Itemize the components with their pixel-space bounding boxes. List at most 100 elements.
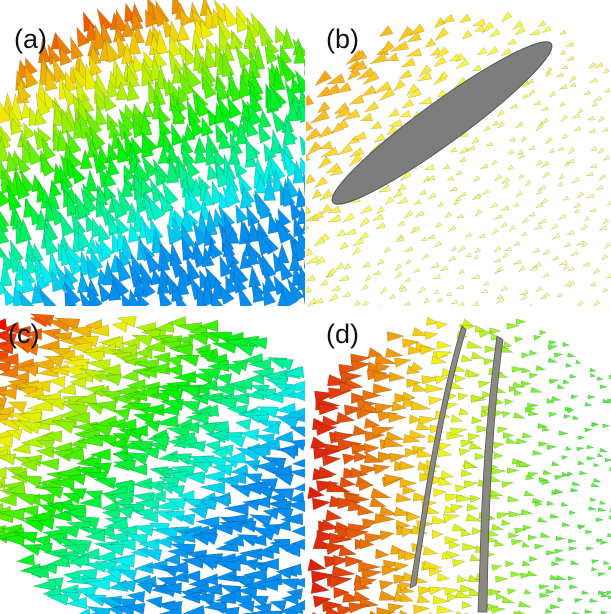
vector-glyph [276, 242, 290, 264]
vector-glyph [541, 479, 551, 486]
vector-glyph [588, 506, 597, 511]
vector-glyph [158, 476, 181, 489]
vector-glyph [141, 176, 154, 196]
vector-glyph [6, 184, 22, 212]
vector-glyph [521, 560, 532, 567]
vector-glyph [283, 365, 305, 379]
vector-glyph [216, 606, 240, 614]
vector-glyph [302, 171, 305, 197]
vector-glyph [545, 588, 556, 595]
vector-glyph [493, 452, 504, 460]
vector-glyph [171, 122, 185, 147]
vector-glyph [528, 265, 538, 271]
vector-glyph [425, 37, 437, 48]
vector-glyph [535, 124, 543, 132]
vector-glyph [303, 257, 305, 269]
vector-glyph [494, 213, 503, 220]
vector-glyph [571, 481, 581, 486]
vector-glyph [555, 574, 566, 580]
vector-glyph [369, 610, 377, 614]
vector-glyph [219, 521, 244, 534]
vector-glyph [258, 20, 274, 47]
vector-glyph [300, 281, 305, 306]
vector-glyph [136, 582, 154, 595]
vector-glyph [186, 333, 210, 346]
vector-glyph [128, 424, 148, 438]
vector-glyph [481, 21, 495, 34]
vector-glyph [483, 125, 491, 132]
vector-glyph [83, 350, 105, 363]
vector-glyph [54, 526, 80, 539]
vector-glyph [333, 586, 351, 599]
vector-glyph [66, 553, 91, 567]
vector-glyph [193, 461, 211, 474]
vector-glyph [198, 583, 223, 596]
vector-glyph [145, 362, 171, 375]
vector-glyph [515, 190, 524, 198]
vector-glyph [263, 174, 277, 201]
surface [409, 325, 467, 589]
vector-glyph [51, 420, 76, 434]
vector-glyph [535, 188, 543, 195]
vector-glyph [431, 355, 448, 365]
vector-glyph [568, 538, 577, 544]
vector-glyph [256, 229, 273, 256]
vector-glyph [570, 250, 579, 257]
vector-glyph [128, 221, 141, 243]
vector-glyph [117, 569, 138, 582]
vector-glyph [446, 175, 455, 181]
vector-glyph [126, 590, 146, 604]
vector-glyph [458, 268, 465, 275]
vector-glyph [563, 281, 572, 287]
vector-glyph [566, 471, 574, 476]
vector-glyph [577, 460, 586, 466]
vector-glyph [76, 26, 90, 48]
vector-glyph [229, 30, 243, 50]
vector-glyph [279, 43, 293, 66]
vector-glyph [473, 254, 480, 260]
vector-glyph [437, 201, 444, 208]
vector-glyph [94, 462, 113, 475]
vector-glyph [585, 171, 594, 177]
vector-glyph [489, 327, 502, 335]
vector-glyph [30, 358, 54, 371]
vector-glyph [501, 481, 515, 489]
vector-glyph [562, 264, 570, 271]
vector-glyph [377, 451, 399, 462]
vector-glyph [589, 163, 598, 168]
vector-glyph [582, 261, 590, 267]
vector-glyph [237, 284, 253, 306]
vector-glyph [222, 534, 245, 547]
vector-glyph [187, 440, 206, 453]
vector-glyph [584, 402, 593, 407]
vector-glyph [339, 381, 357, 394]
vector-glyph [571, 176, 580, 184]
vector-glyph [356, 66, 376, 80]
vector-glyph [340, 371, 364, 384]
vector-glyph [235, 119, 249, 145]
vector-glyph [593, 96, 602, 102]
vector-glyph [458, 13, 472, 24]
vector-glyph [307, 297, 318, 306]
vector-glyph [423, 560, 442, 570]
vector-glyph [413, 198, 422, 205]
vector-glyph [471, 64, 482, 72]
vector-glyph [537, 20, 547, 28]
vector-glyph [303, 142, 305, 156]
vector-glyph [558, 173, 565, 180]
vector-glyph [589, 281, 597, 287]
vector-glyph [172, 371, 197, 384]
vector-glyph [364, 100, 380, 113]
vector-glyph [341, 291, 351, 298]
vector-glyph [111, 320, 129, 333]
vector-glyph [471, 137, 480, 145]
vector-glyph [318, 140, 333, 150]
vector-glyph [98, 282, 114, 304]
vector-glyph [399, 609, 409, 614]
vector-glyph [586, 115, 595, 121]
vector-glyph [164, 560, 189, 574]
vector-glyph [491, 467, 506, 475]
vector-glyph [459, 131, 469, 138]
vector-glyph [254, 174, 268, 194]
vector-glyph [508, 532, 520, 539]
